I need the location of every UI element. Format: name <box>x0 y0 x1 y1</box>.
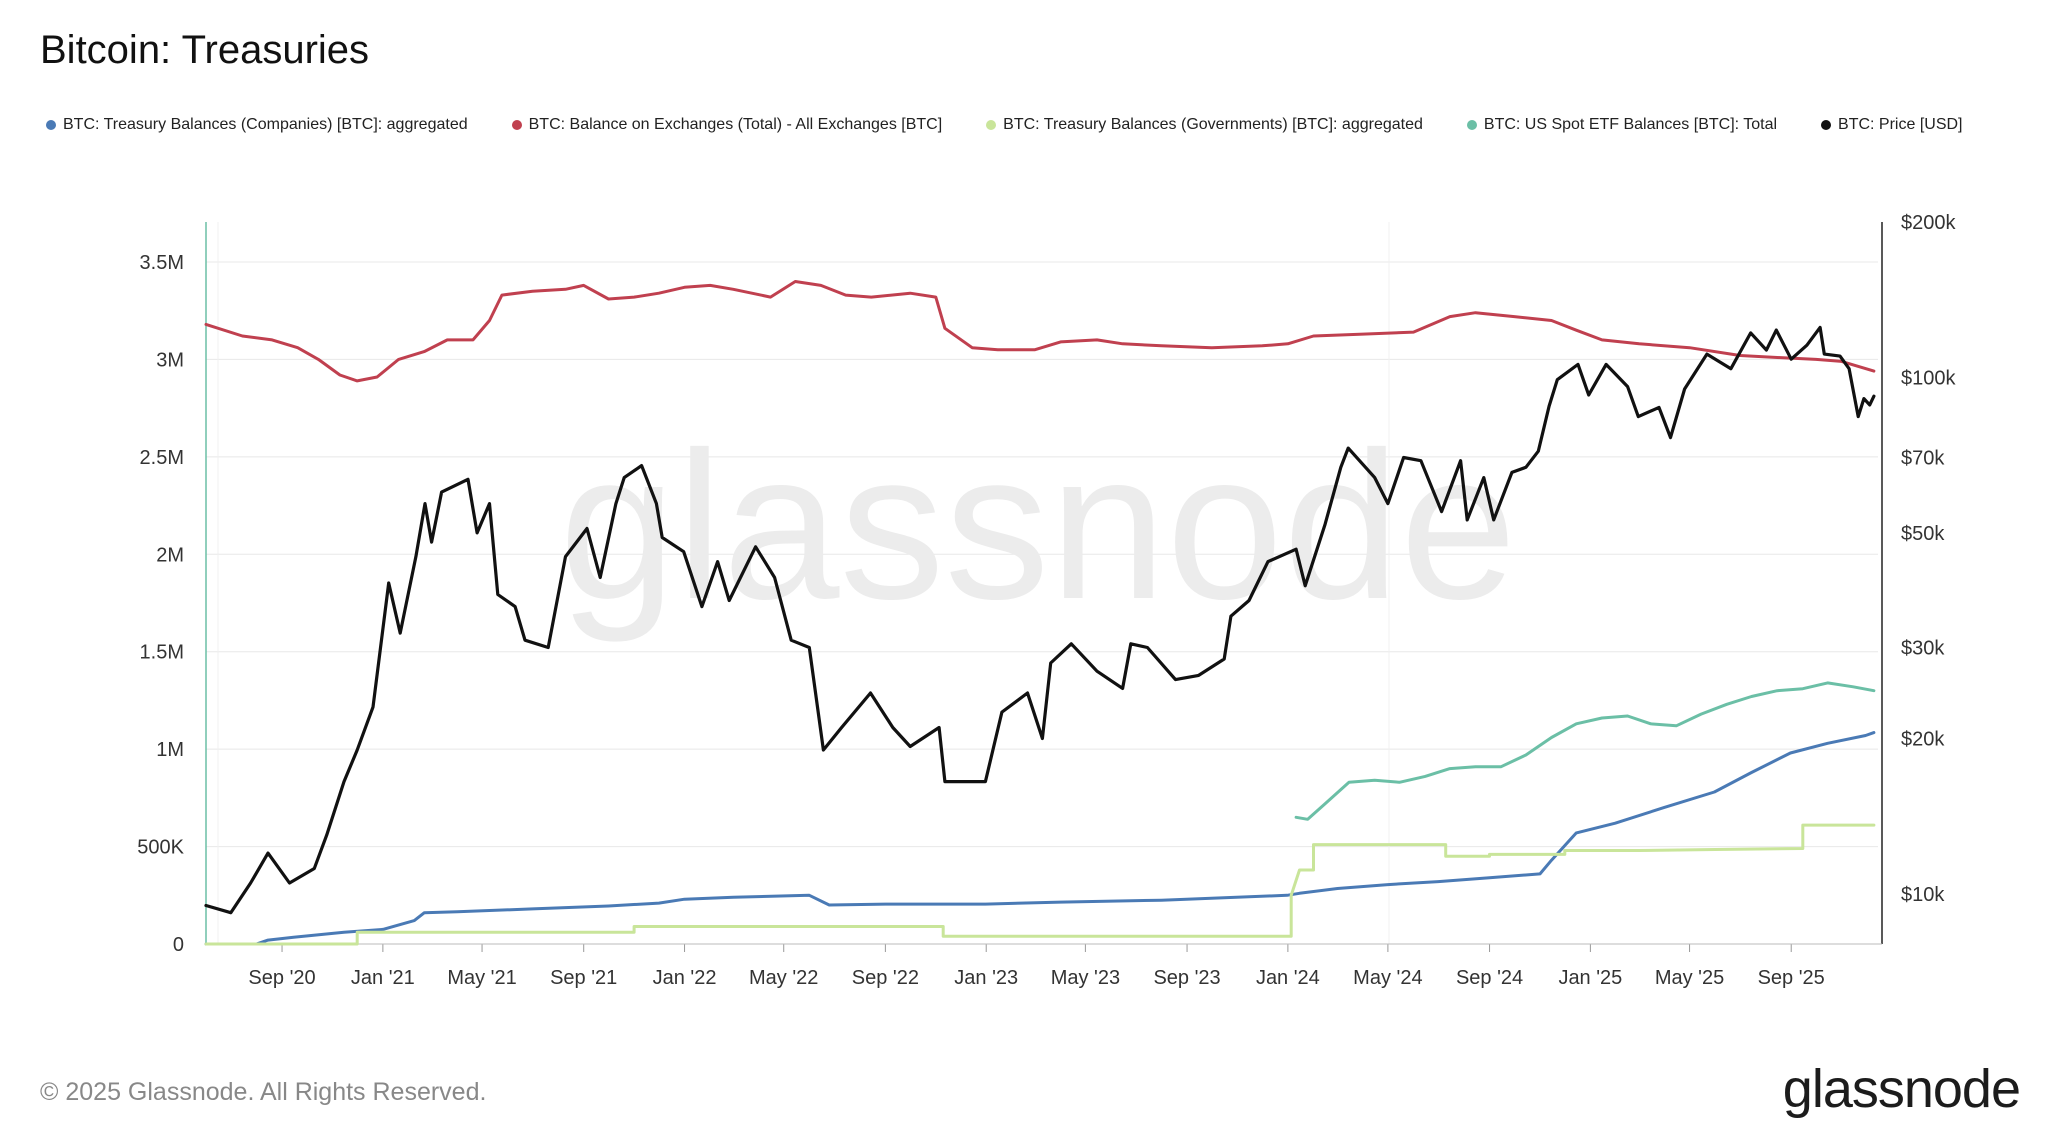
y-left-tick-label: 2M <box>156 544 184 566</box>
series-line-governments <box>204 823 1876 946</box>
y-left-tick-label: 1.5M <box>140 642 184 664</box>
x-tick-label: Sep '24 <box>1456 967 1523 989</box>
series-line-exchanges <box>204 280 1876 383</box>
x-tick-label: Sep '25 <box>1758 967 1825 989</box>
legend-swatch <box>1821 120 1832 130</box>
x-tick-label: Jan '24 <box>1256 967 1320 989</box>
series-lines <box>204 280 1876 946</box>
legend-item-etf[interactable]: BTC: US Spot ETF Balances [BTC]: Total <box>1466 116 1778 134</box>
x-tick-label: May '24 <box>1353 967 1422 989</box>
legend-swatch <box>986 120 997 130</box>
series-line-price <box>204 325 1876 915</box>
legend-label: BTC: US Spot ETF Balances [BTC]: Total <box>1483 116 1778 133</box>
legend: BTC: Treasury Balances (Companies) [BTC]… <box>46 116 2007 134</box>
y-right-tick-label: $200k <box>1901 212 1956 234</box>
series-line-etf <box>1294 681 1876 821</box>
chart-title: Bitcoin: Treasuries <box>40 28 370 72</box>
series-line-companies <box>204 731 1876 946</box>
y-right-tick-label: $10k <box>1901 884 1945 906</box>
gridlines <box>206 222 1878 944</box>
y-right-tick-label: $100k <box>1901 367 1956 389</box>
x-tick-label: Sep '23 <box>1153 967 1220 989</box>
legend-swatch <box>511 120 522 130</box>
glassnode-logo[interactable]: glassnode <box>1782 1059 2021 1119</box>
y-left-tick-label: 500K <box>137 837 184 859</box>
x-tick-label: Jan '25 <box>1558 967 1622 989</box>
x-tick-label: May '21 <box>447 967 516 989</box>
x-tick-label: Sep '22 <box>852 967 919 989</box>
legend-label: BTC: Treasury Balances (Governments) [BT… <box>1003 116 1423 133</box>
x-tick-label: May '23 <box>1051 967 1120 989</box>
legend-swatch <box>46 120 56 130</box>
legend-item-exchanges[interactable]: BTC: Balance on Exchanges (Total) - All … <box>511 116 943 134</box>
x-tick-label: May '25 <box>1655 967 1724 989</box>
legend-swatch <box>1466 120 1477 130</box>
x-tick-label: Jan '21 <box>351 967 415 989</box>
axes <box>205 222 1883 952</box>
legend-item-governments[interactable]: BTC: Treasury Balances (Governments) [BT… <box>986 116 1423 134</box>
x-tick-label: Jan '22 <box>653 967 717 989</box>
x-tick-label: Sep '20 <box>248 967 315 989</box>
y-left-tick-label: 3.5M <box>140 252 184 274</box>
x-tick-label: Jan '23 <box>954 967 1018 989</box>
x-tick-label: Sep '21 <box>550 967 617 989</box>
y-right-tick-label: $50k <box>1901 523 1945 545</box>
legend-label: BTC: Treasury Balances (Companies) [BTC]… <box>63 116 468 133</box>
legend-item-companies[interactable]: BTC: Treasury Balances (Companies) [BTC]… <box>46 116 468 134</box>
y-left-tick-label: 0 <box>173 934 184 956</box>
y-right-tick-label: $70k <box>1901 447 1945 469</box>
legend-item-price[interactable]: BTC: Price [USD] <box>1821 116 1963 134</box>
legend-label: BTC: Price [USD] <box>1838 116 1963 133</box>
copyright-text: © 2025 Glassnode. All Rights Reserved. <box>40 1078 487 1106</box>
y-left-tick-label: 1M <box>156 739 184 761</box>
x-tick-label: May '22 <box>749 967 818 989</box>
tick-labels: 0 500K 1M 1.5M 2M 2.5M 3M 3.5M $10k $20k $30k $50k $… <box>137 212 1956 989</box>
watermark: glassnode <box>559 408 1516 643</box>
y-right-tick-label: $30k <box>1901 638 1945 660</box>
y-right-tick-label: $20k <box>1901 728 1945 750</box>
y-left-tick-label: 3M <box>156 349 184 371</box>
legend-label: BTC: Balance on Exchanges (Total) - All … <box>528 116 943 133</box>
y-left-tick-label: 2.5M <box>140 447 184 469</box>
